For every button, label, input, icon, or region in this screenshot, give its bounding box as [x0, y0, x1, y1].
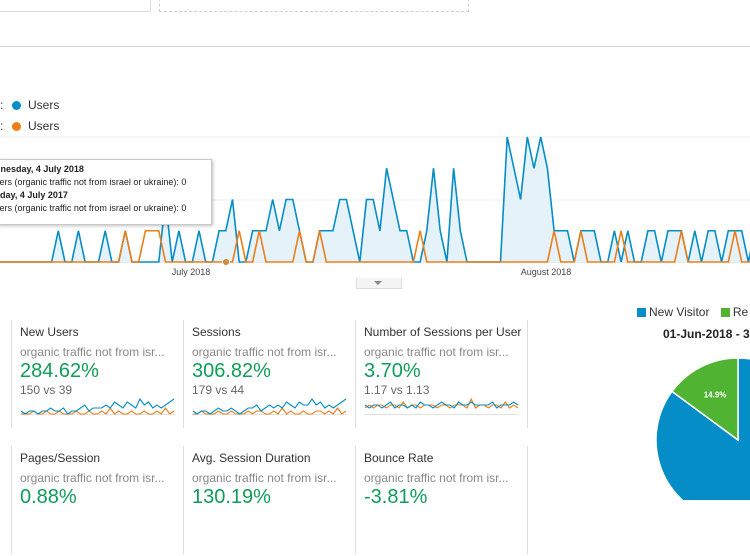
- series-2-line: [0, 229, 750, 263]
- metric-card-sessions[interactable]: Sessions organic traffic not from isr...…: [184, 320, 356, 430]
- metric-percent-change: 306.82%: [192, 360, 271, 382]
- metric-segment: organic traffic not from isr...: [20, 471, 165, 485]
- metric-sparkline: [192, 398, 347, 415]
- metric-segment: organic traffic not from isr...: [364, 345, 509, 359]
- card-divider: [183, 320, 184, 428]
- card-divider: [11, 320, 12, 428]
- users-over-time-chart[interactable]: July 2018 August 2018: [0, 135, 750, 280]
- sparkline-current: [192, 398, 347, 415]
- tooltip-date-previous: sday, 4 July 2017: [0, 190, 68, 200]
- pie-slice-new-visitor: [655, 357, 750, 500]
- metric-card-new-users[interactable]: New Users organic traffic not from isr..…: [12, 320, 184, 430]
- legend-prefix: :: [0, 98, 4, 112]
- chart-collapse-toggle[interactable]: [356, 278, 402, 289]
- metric-segment: organic traffic not from isr...: [192, 345, 337, 359]
- series-2-dot-icon: [12, 122, 21, 131]
- metric-comparison: 179 vs 44: [192, 383, 245, 397]
- metric-percent-change: -3.81%: [364, 486, 428, 508]
- series-1-dot-icon: [12, 101, 21, 110]
- metric-card-partial[interactable]: [0, 320, 12, 430]
- x-tick-label: August 2018: [521, 267, 572, 277]
- metric-percent-change: 3.70%: [364, 360, 421, 382]
- series-1-label: Users: [28, 98, 60, 112]
- sparkline-current: [20, 397, 175, 415]
- metric-title: New Users: [20, 325, 79, 339]
- metric-title: Sessions: [192, 325, 241, 339]
- date-range-box[interactable]: [0, 0, 151, 12]
- visitor-type-pie-chart[interactable]: 14.9%: [650, 340, 750, 500]
- metric-title: Bounce Rate: [364, 451, 434, 465]
- sparkline-previous: [193, 407, 347, 415]
- new-visitor-swatch-icon: [637, 308, 646, 317]
- card-divider: [527, 320, 528, 428]
- tooltip-value-current: sers (organic traffic not from israel or…: [0, 177, 187, 187]
- pie-slice-label: 14.9%: [704, 391, 727, 400]
- metric-segment: organic traffic not from isr...: [20, 345, 165, 359]
- metric-comparison: 150 vs 39: [20, 383, 73, 397]
- metric-card-sessions-per-user[interactable]: Number of Sessions per User organic traf…: [356, 320, 528, 430]
- sparkline-current: [364, 401, 519, 409]
- pie-slice-returning: [670, 357, 739, 442]
- section-divider: [0, 46, 750, 47]
- card-divider: [527, 446, 528, 554]
- metric-card-avg-session-duration[interactable]: Avg. Session Duration organic traffic no…: [184, 446, 356, 556]
- metric-segment: organic traffic not from isr...: [364, 471, 509, 485]
- metric-card-pages-per-session[interactable]: Pages/Session organic traffic not from i…: [12, 446, 184, 556]
- legend-prefix: :: [0, 119, 4, 133]
- pie-legend: New Visitor Re: [637, 305, 748, 319]
- metric-title: Number of Sessions per User: [364, 325, 522, 339]
- metric-card-bounce-rate[interactable]: Bounce Rate organic traffic not from isr…: [356, 446, 528, 556]
- metric-card-partial[interactable]: [0, 446, 12, 556]
- series-2-label: Users: [28, 119, 60, 133]
- metric-percent-change: 130.19%: [192, 486, 271, 508]
- metric-title: Avg. Session Duration: [192, 451, 311, 465]
- returning-visitor-swatch-icon: [720, 308, 730, 317]
- metric-percent-change: 0.88%: [20, 486, 77, 508]
- metric-sparkline: [20, 397, 175, 415]
- chevron-down-icon: [374, 281, 382, 285]
- pie-date-range: 01-Jun-2018 - 3: [663, 327, 750, 341]
- chart-tooltip: dnesday, 4 July 2018 sers (organic traff…: [0, 159, 212, 225]
- card-divider: [355, 320, 356, 428]
- tooltip-value-previous: sers (organic traffic not from israel or…: [0, 203, 187, 213]
- x-tick-label: July 2018: [172, 267, 211, 277]
- tooltip-date-current: dnesday, 4 July 2018: [0, 164, 84, 174]
- sparkline-previous: [364, 397, 519, 409]
- metric-segment: organic traffic not from isr...: [192, 471, 337, 485]
- metric-percent-change: 284.62%: [20, 360, 99, 382]
- segment-placeholder-box[interactable]: [159, 0, 469, 12]
- pie-legend-new-visitor[interactable]: New Visitor: [649, 305, 710, 319]
- metric-title: Pages/Session: [20, 451, 101, 465]
- metric-sparkline: [364, 397, 519, 415]
- metric-comparison: 1.17 vs 1.13: [364, 383, 430, 397]
- hover-point: [222, 258, 230, 266]
- pie-legend-returning[interactable]: Re: [732, 305, 749, 319]
